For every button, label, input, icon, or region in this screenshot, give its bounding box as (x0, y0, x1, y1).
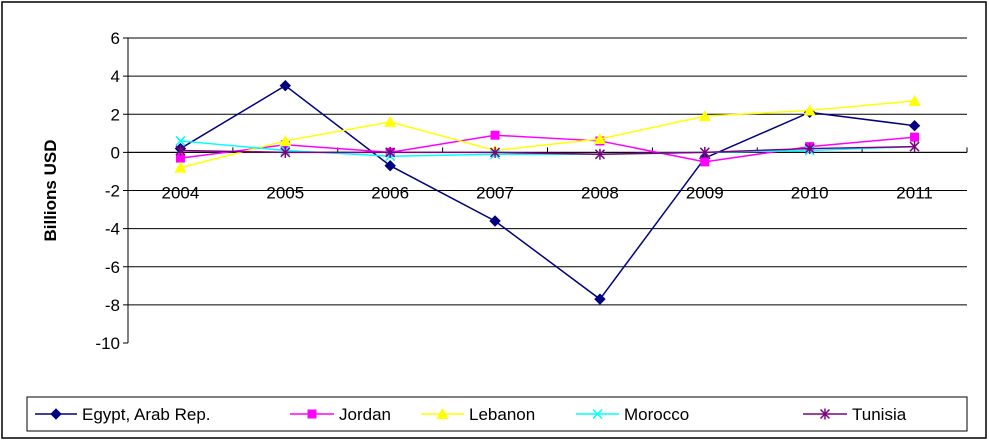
legend-label: Lebanon (469, 405, 535, 424)
legend-label: Jordan (339, 405, 391, 424)
data-point (436, 408, 449, 419)
y-axis-label: Billions USD (41, 139, 60, 241)
x-tick-label: 2011 (896, 183, 933, 202)
data-point (174, 161, 187, 173)
x-tick-label: 2010 (791, 183, 829, 202)
y-tick-label: -6 (105, 258, 120, 277)
gridlines (128, 37, 967, 306)
data-point (594, 148, 605, 160)
series-line (180, 100, 915, 169)
series-lebanon (174, 94, 921, 173)
y-tick-label: -8 (105, 296, 120, 315)
x-tick-label: 2008 (581, 183, 619, 202)
series-lines (174, 79, 921, 305)
legend-label: Morocco (624, 405, 689, 424)
x-tick-label: 2005 (266, 183, 304, 202)
x-tick-label: 2007 (476, 183, 514, 202)
data-point (593, 133, 606, 145)
y-tick-label: -4 (105, 220, 120, 239)
data-point (50, 408, 62, 420)
data-point (384, 115, 397, 127)
data-point (910, 132, 920, 142)
data-point (699, 146, 710, 158)
data-point (489, 215, 501, 227)
data-point (490, 146, 501, 158)
data-point (280, 146, 291, 158)
data-point (279, 79, 292, 92)
series-line (180, 140, 915, 157)
data-point (804, 143, 815, 155)
data-point (385, 146, 396, 158)
data-point (803, 104, 816, 116)
legend-item: Lebanon (421, 405, 535, 424)
y-tick-label: 2 (111, 105, 120, 124)
data-point (700, 157, 710, 167)
legend-label: Tunisia (852, 405, 907, 424)
legend-label: Egypt, Arab Rep. (82, 405, 211, 424)
x-tick-label: 2006 (371, 183, 409, 202)
series-line (180, 145, 915, 156)
data-point (490, 130, 500, 140)
data-point (384, 160, 396, 172)
legend-item: Morocco (576, 405, 689, 424)
series-tunisia (175, 141, 920, 160)
data-point (279, 134, 292, 146)
legend-item: Jordan (290, 405, 391, 424)
y-tick-label: -2 (105, 182, 120, 201)
data-point (594, 293, 606, 305)
data-point (592, 408, 603, 420)
data-point (908, 94, 921, 106)
series-line (180, 84, 915, 301)
data-point (819, 408, 831, 420)
x-tick-label: 2009 (686, 183, 724, 202)
y-tick-label: 0 (111, 143, 120, 162)
data-point (307, 409, 317, 419)
y-tick-label: -10 (95, 334, 120, 353)
data-point (698, 110, 711, 122)
y-tick-label: 6 (111, 29, 120, 48)
legend-item: Tunisia (803, 405, 907, 424)
data-point (175, 144, 186, 156)
x-tick-label: 2004 (162, 183, 200, 202)
data-point (909, 141, 920, 153)
y-tick-label: 4 (111, 67, 120, 86)
legend-item: Egypt, Arab Rep. (35, 405, 211, 424)
tick-labels: 6 4 2 0 -2 -4 -6 -8 -10 2004 2005 2006 2007 2008 2009 2… (95, 29, 932, 353)
legend: Egypt, Arab Rep. Jordan Lebanon Morocco Tuni… (35, 405, 907, 424)
data-point (175, 135, 186, 146)
data-point (908, 119, 921, 132)
data-point (175, 153, 185, 163)
